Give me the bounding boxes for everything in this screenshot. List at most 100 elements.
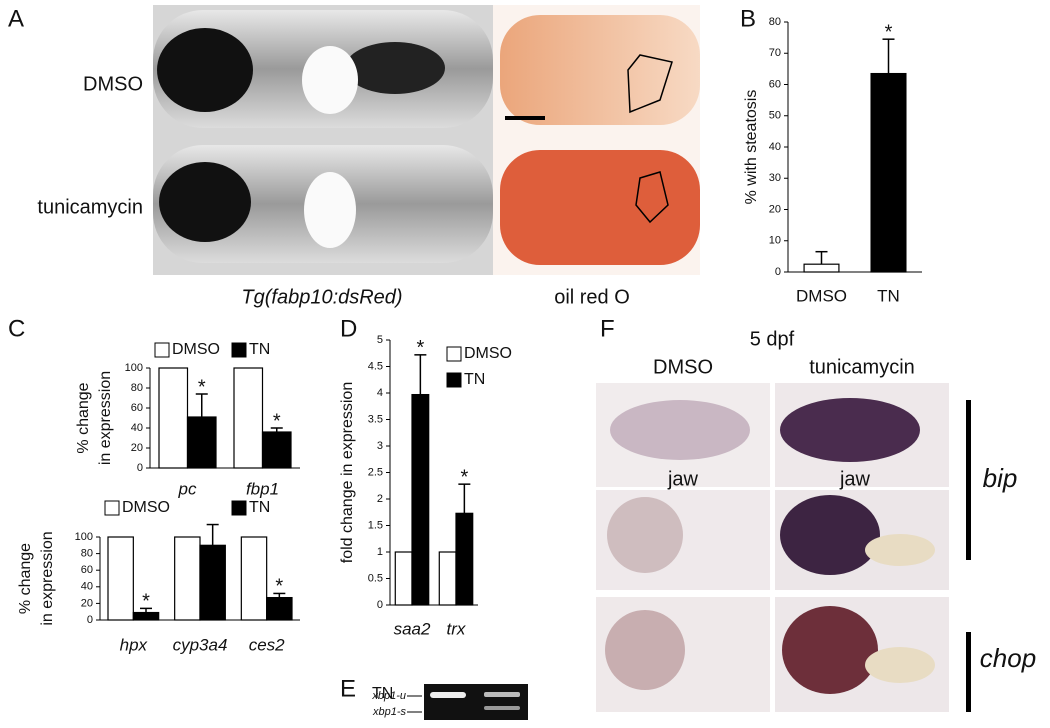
x-tick-label: TN bbox=[877, 286, 900, 305]
significance-marker: * bbox=[142, 591, 150, 613]
column-label: tunicamycin bbox=[809, 356, 915, 378]
bar bbox=[107, 536, 134, 621]
significance-marker: * bbox=[275, 576, 283, 598]
bar bbox=[411, 393, 430, 606]
stage-label: 5 dpf bbox=[750, 328, 795, 350]
legend-label: DMSO bbox=[464, 345, 512, 362]
y-tick-label: 20 bbox=[81, 597, 93, 609]
row-label: DMSO bbox=[83, 73, 143, 95]
y-axis-label: % change bbox=[75, 382, 92, 453]
y-tick-label: 1.5 bbox=[368, 519, 383, 531]
y-axis-label: in expression bbox=[39, 531, 56, 625]
y-tick-label: 5 bbox=[377, 334, 383, 346]
bar bbox=[199, 544, 226, 621]
y-axis-label: fold change in expression bbox=[339, 382, 356, 563]
row-label: tunicamycin bbox=[37, 196, 143, 218]
panel-letter: F bbox=[600, 315, 615, 342]
legend-swatch bbox=[231, 342, 247, 358]
x-tick-label: ces2 bbox=[249, 635, 285, 654]
y-tick-label: 80 bbox=[131, 382, 143, 394]
bar bbox=[240, 536, 268, 621]
panel-letter: A bbox=[8, 5, 24, 32]
y-tick-label: 0 bbox=[87, 614, 93, 626]
panel-letter: E bbox=[340, 675, 356, 702]
column-label: DMSO bbox=[653, 356, 713, 378]
x-tick-label: fbp1 bbox=[246, 479, 279, 498]
y-tick-label: 60 bbox=[131, 402, 143, 414]
y-tick-label: 4.5 bbox=[368, 360, 383, 372]
y-tick-label: 30 bbox=[769, 172, 781, 184]
band-label: xbp1-u bbox=[371, 690, 406, 702]
band-label: xbp1-s bbox=[372, 706, 407, 718]
y-tick-label: 0 bbox=[377, 599, 383, 611]
y-tick-label: 0.5 bbox=[368, 572, 383, 584]
y-tick-label: 100 bbox=[75, 531, 93, 543]
y-tick-label: 2 bbox=[377, 493, 383, 505]
legend-swatch bbox=[446, 346, 462, 362]
bar bbox=[438, 551, 457, 606]
legend-label: DMSO bbox=[172, 341, 220, 358]
y-tick-label: 3 bbox=[377, 440, 383, 452]
y-tick-label: 100 bbox=[125, 362, 143, 374]
jaw-label: jaw bbox=[667, 468, 699, 490]
y-tick-label: 60 bbox=[769, 78, 781, 90]
y-tick-label: 1 bbox=[377, 546, 383, 558]
legend-swatch bbox=[446, 372, 462, 388]
bar bbox=[132, 611, 160, 621]
y-tick-label: 80 bbox=[81, 548, 93, 560]
y-tick-label: 10 bbox=[769, 235, 781, 247]
y-tick-label: 60 bbox=[81, 564, 93, 576]
bar bbox=[394, 551, 413, 606]
y-tick-label: 4 bbox=[377, 387, 383, 399]
caption: oil red O bbox=[554, 286, 630, 308]
gel-image bbox=[424, 684, 528, 720]
significance-marker: * bbox=[885, 21, 893, 43]
x-tick-label: pc bbox=[178, 479, 197, 498]
legend-swatch bbox=[154, 342, 170, 358]
panel-letter: C bbox=[8, 315, 25, 342]
significance-marker: * bbox=[460, 466, 468, 488]
bar bbox=[233, 367, 264, 469]
jaw-label: jaw bbox=[839, 468, 871, 490]
legend-swatch bbox=[231, 500, 247, 516]
bar bbox=[158, 367, 189, 469]
significance-marker: * bbox=[198, 376, 206, 398]
bar bbox=[266, 596, 293, 621]
x-tick-label: trx bbox=[447, 619, 466, 638]
x-tick-label: DMSO bbox=[796, 286, 847, 305]
y-tick-label: 20 bbox=[131, 442, 143, 454]
y-tick-label: 20 bbox=[769, 203, 781, 215]
oil-red-o-images bbox=[493, 5, 700, 275]
y-tick-label: 40 bbox=[769, 141, 781, 153]
y-axis-label: in expression bbox=[97, 371, 114, 465]
in-situ-images bbox=[596, 383, 971, 712]
y-tick-label: 50 bbox=[769, 110, 781, 122]
y-tick-label: 0 bbox=[775, 266, 781, 278]
panel-letter: B bbox=[740, 5, 756, 32]
brightfield-images bbox=[153, 5, 493, 275]
x-tick-label: hpx bbox=[120, 635, 148, 654]
y-tick-label: 40 bbox=[81, 581, 93, 593]
bar bbox=[455, 512, 474, 606]
y-tick-label: 3.5 bbox=[368, 413, 383, 425]
y-tick-label: 2.5 bbox=[368, 466, 383, 478]
legend-label: TN bbox=[464, 371, 485, 388]
x-tick-label: cyp3a4 bbox=[173, 635, 228, 654]
treatment-label: TN bbox=[372, 685, 393, 702]
bar bbox=[186, 416, 217, 469]
bar bbox=[261, 431, 292, 469]
y-axis-label: % change bbox=[17, 543, 34, 614]
gene-label: bip bbox=[983, 463, 1018, 493]
significance-marker: * bbox=[273, 410, 281, 432]
legend-label: DMSO bbox=[122, 499, 170, 516]
panel-letter: D bbox=[340, 315, 357, 342]
bar bbox=[174, 536, 201, 621]
y-tick-label: 80 bbox=[769, 16, 781, 28]
y-tick-label: 0 bbox=[137, 462, 143, 474]
y-tick-label: 40 bbox=[131, 422, 143, 434]
x-tick-label: saa2 bbox=[394, 619, 431, 638]
y-axis-label: % with steatosis bbox=[743, 90, 760, 205]
bar bbox=[870, 72, 907, 273]
legend-swatch bbox=[104, 500, 120, 516]
